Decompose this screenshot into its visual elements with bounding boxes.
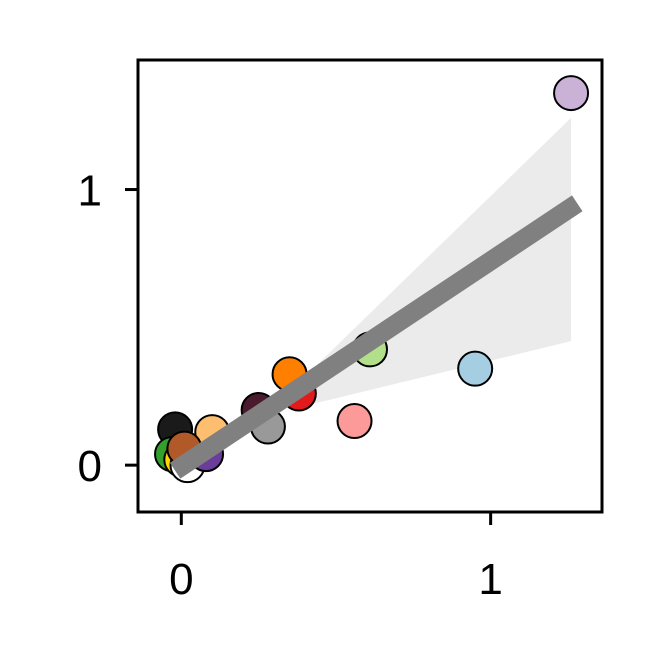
regression-line-layer bbox=[169, 195, 583, 479]
regression-line bbox=[169, 195, 583, 479]
x-tick-label: 0 bbox=[169, 555, 193, 604]
axis-ticks: 0 1 0 1 bbox=[78, 167, 503, 604]
y-tick-label: 0 bbox=[78, 442, 102, 491]
scatter-point bbox=[336, 403, 373, 440]
y-tick-label: 1 bbox=[78, 167, 102, 216]
scatter-point bbox=[553, 75, 590, 112]
plot-frame bbox=[136, 58, 604, 514]
scatter-point bbox=[457, 350, 494, 387]
x-tick-label: 1 bbox=[478, 555, 502, 604]
